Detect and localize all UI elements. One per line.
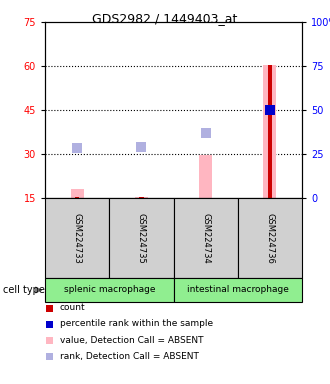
Bar: [199, 156, 212, 198]
Bar: [268, 65, 272, 198]
Point: [75, 145, 80, 151]
Text: GSM224735: GSM224735: [137, 213, 146, 263]
Text: value, Detection Call = ABSENT: value, Detection Call = ABSENT: [60, 336, 203, 344]
Text: rank, Detection Call = ABSENT: rank, Detection Call = ABSENT: [60, 351, 199, 361]
Text: GSM224734: GSM224734: [201, 213, 210, 263]
Bar: [263, 65, 276, 198]
Point: [139, 144, 144, 150]
Bar: [75, 197, 80, 198]
Bar: [203, 197, 208, 198]
Text: splenic macrophage: splenic macrophage: [63, 285, 155, 295]
Text: count: count: [60, 303, 85, 313]
Text: intestinal macrophage: intestinal macrophage: [187, 285, 289, 295]
Bar: [71, 189, 83, 198]
Point: [267, 107, 273, 113]
Bar: [139, 197, 144, 198]
Text: GDS2982 / 1449403_at: GDS2982 / 1449403_at: [92, 12, 238, 25]
Text: GSM224736: GSM224736: [265, 213, 274, 263]
Text: cell type: cell type: [3, 285, 45, 295]
Text: percentile rank within the sample: percentile rank within the sample: [60, 319, 213, 328]
Text: GSM224733: GSM224733: [73, 213, 82, 263]
Bar: [135, 197, 148, 198]
Point: [203, 131, 208, 137]
